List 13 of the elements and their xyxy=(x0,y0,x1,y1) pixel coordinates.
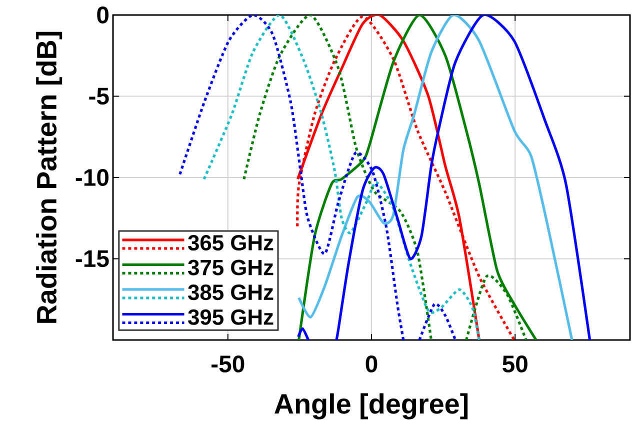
y-tick-label: 0 xyxy=(97,6,109,24)
y-tick-label: -5 xyxy=(89,88,109,105)
y-tick-label: -10 xyxy=(76,169,108,186)
x-axis-title: Angle [degree] xyxy=(274,393,468,420)
legend-label: 395 GHz xyxy=(188,309,274,325)
x-tick-label: -50 xyxy=(212,356,244,372)
x-tick-label: 0 xyxy=(366,356,378,372)
y-tick-label: -15 xyxy=(76,250,109,268)
legend-label: 375 GHz xyxy=(188,260,274,276)
x-tick-label: 50 xyxy=(502,356,528,372)
y-axis-title: Radiation Pattern [dB] xyxy=(36,32,62,323)
legend-label: 385 GHz xyxy=(188,284,274,300)
legend-label: 365 GHz xyxy=(188,234,274,251)
